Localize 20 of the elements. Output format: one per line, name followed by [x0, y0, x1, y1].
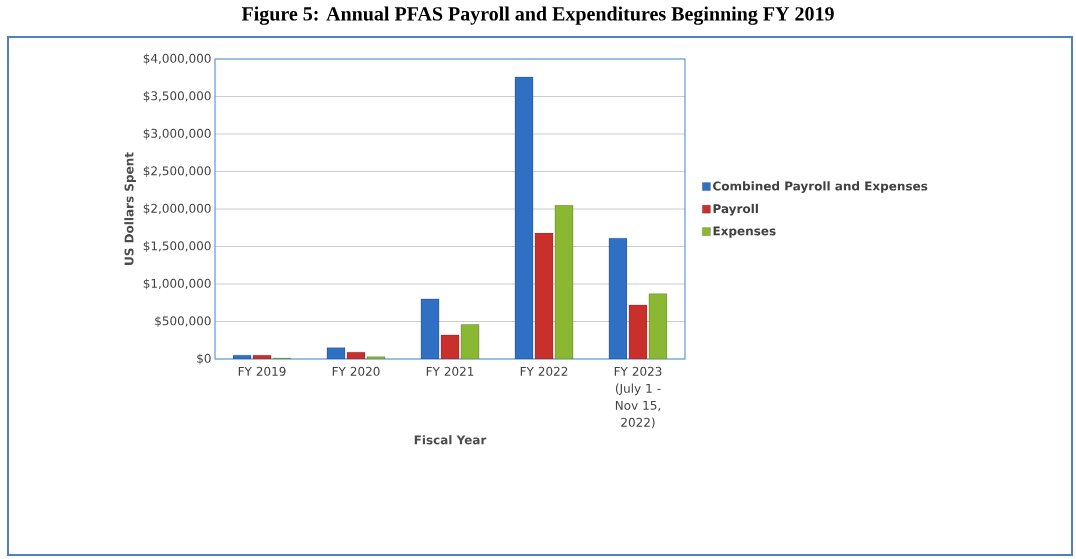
legend-label: Expenses [713, 226, 776, 238]
y-tick-label: $1,500,000 [143, 241, 211, 252]
y-tick-label: $500,000 [155, 316, 211, 327]
y-axis-title: US Dollars Spent [124, 152, 136, 265]
x-tick-label: FY 2023 (July 1 - Nov 15, 2022) [614, 366, 662, 429]
y-tick-label: $3,000,000 [143, 128, 211, 140]
x-tick-label: FY 2019 [238, 366, 286, 376]
y-tick-label: $2,500,000 [143, 166, 211, 177]
y-tick-label: $4,000,000 [143, 53, 211, 65]
y-tick-label: $3,500,000 [143, 91, 211, 102]
y-tick-label: $2,000,000 [143, 203, 211, 215]
x-axis-title: Fiscal Year [414, 435, 487, 445]
x-tick-label: FY 2022 [520, 366, 568, 376]
y-tick-label: $0 [197, 353, 211, 365]
x-tick-label: FY 2021 [426, 366, 474, 376]
legend-label: Payroll [713, 203, 758, 216]
y-tick-label: $1,000,000 [143, 278, 211, 290]
chart-title: Figure 5: Annual PFAS Payroll and Expenditures Beginning FY 2019 [241, 6, 834, 25]
legend-label: Combined Payroll and Expenses [713, 181, 928, 193]
x-tick-label: FY 2020 [332, 366, 380, 376]
